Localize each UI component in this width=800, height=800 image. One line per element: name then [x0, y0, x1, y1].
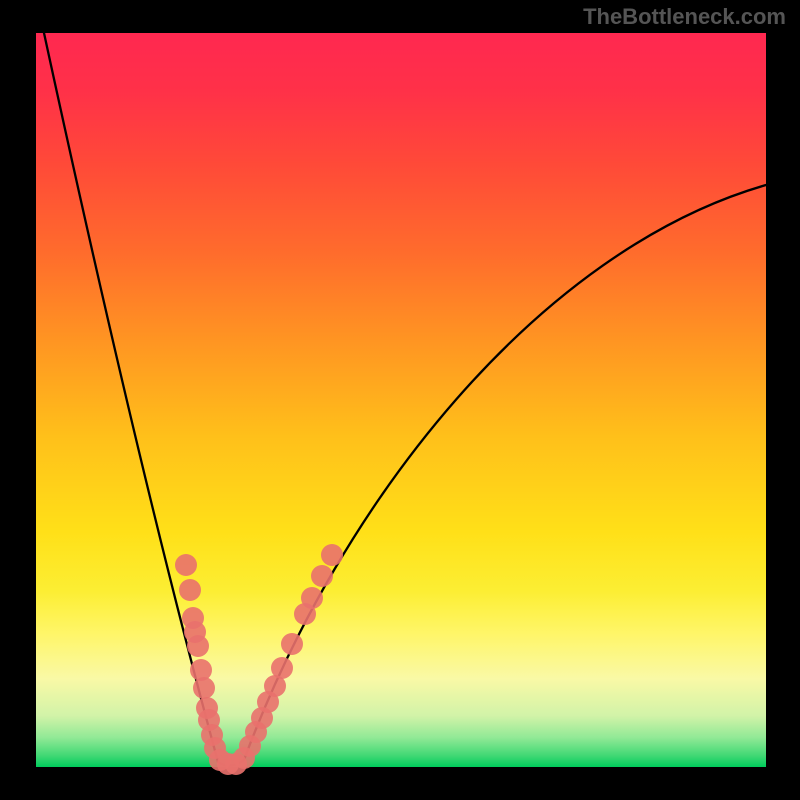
data-marker [321, 544, 343, 566]
data-marker [175, 554, 197, 576]
data-marker [184, 621, 206, 643]
data-marker [271, 657, 293, 679]
data-marker [179, 579, 201, 601]
watermark-text: TheBottleneck.com [583, 4, 786, 30]
data-marker [301, 587, 323, 609]
plot-svg [0, 0, 800, 800]
data-marker [193, 677, 215, 699]
data-marker [311, 565, 333, 587]
plot-background-gradient [36, 33, 766, 767]
data-marker [281, 633, 303, 655]
chart-container: TheBottleneck.com [0, 0, 800, 800]
